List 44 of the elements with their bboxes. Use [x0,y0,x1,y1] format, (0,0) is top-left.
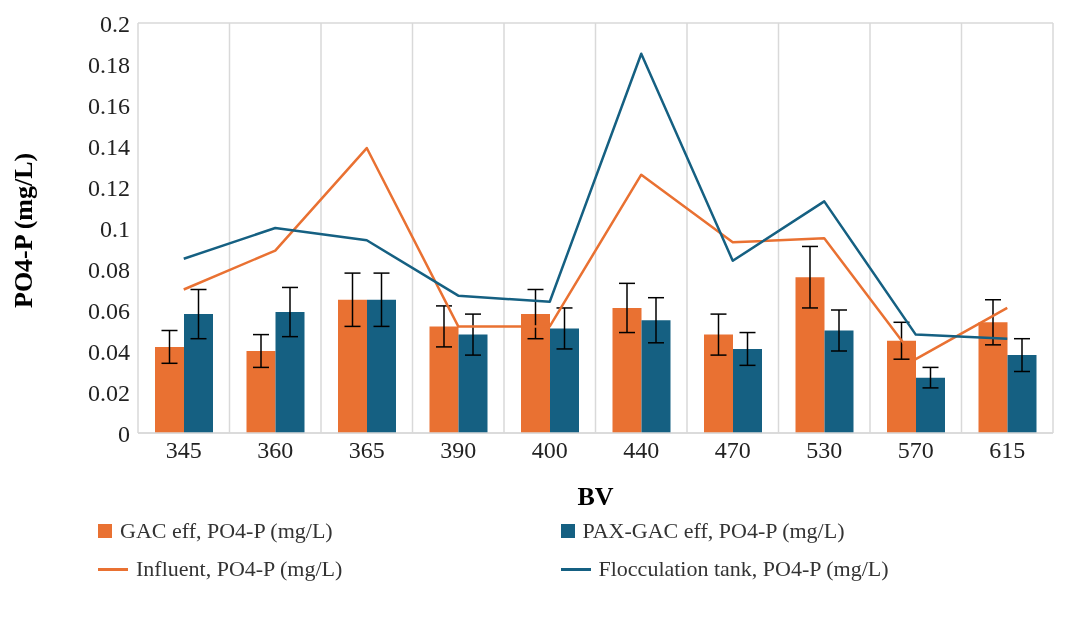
bar [458,334,488,433]
bar [338,299,367,433]
x-axis-title: BV [577,482,614,511]
y-tick-label: 0.04 [88,338,130,365]
bar [275,312,305,433]
y-tick-label: 0.12 [88,174,130,201]
bar [550,328,579,433]
x-tick-label: 400 [531,437,568,464]
bar [246,351,276,433]
legend-label: PAX-GAC eff, PO4-P (mg/L) [582,518,845,544]
x-tick-label: 615 [989,437,1026,464]
bar [367,299,396,433]
y-tick-label: 0.18 [88,51,130,78]
y-tick-label: 0.06 [88,297,130,324]
x-tick-label: 570 [897,437,934,464]
bar [612,307,642,433]
y-tick-label: 0 [118,420,130,447]
y-tick-label: 0.02 [88,379,130,406]
y-axis-title: PO4-P (mg/L) [9,152,39,308]
x-tick-label: 365 [348,437,385,464]
bar [795,277,825,433]
y-tick-label: 0.14 [88,133,130,160]
line-series [182,52,1009,340]
bar [733,348,762,433]
bar [184,314,213,433]
y-tick-label: 0.2 [100,10,130,37]
x-tick-label: 345 [165,437,202,464]
x-tick-label: 390 [440,437,477,464]
legend-label: Influent, PO4-P (mg/L) [136,556,343,582]
bar [1007,355,1037,433]
bar [704,334,733,433]
bar [641,320,671,433]
bar [824,330,854,433]
bar [916,377,945,433]
legend-label: Flocculation tank, PO4-P (mg/L) [598,556,889,582]
y-tick-label: 0.16 [88,92,130,119]
x-tick-label: 440 [623,437,660,464]
x-tick-label: 530 [806,437,843,464]
x-tick-label: 470 [714,437,751,464]
y-tick-label: 0.08 [88,256,130,283]
x-tick-label: 360 [257,437,294,464]
y-tick-label: 0.1 [100,215,130,242]
bar [155,346,184,433]
legend-label: GAC eff, PO4-P (mg/L) [120,518,333,544]
